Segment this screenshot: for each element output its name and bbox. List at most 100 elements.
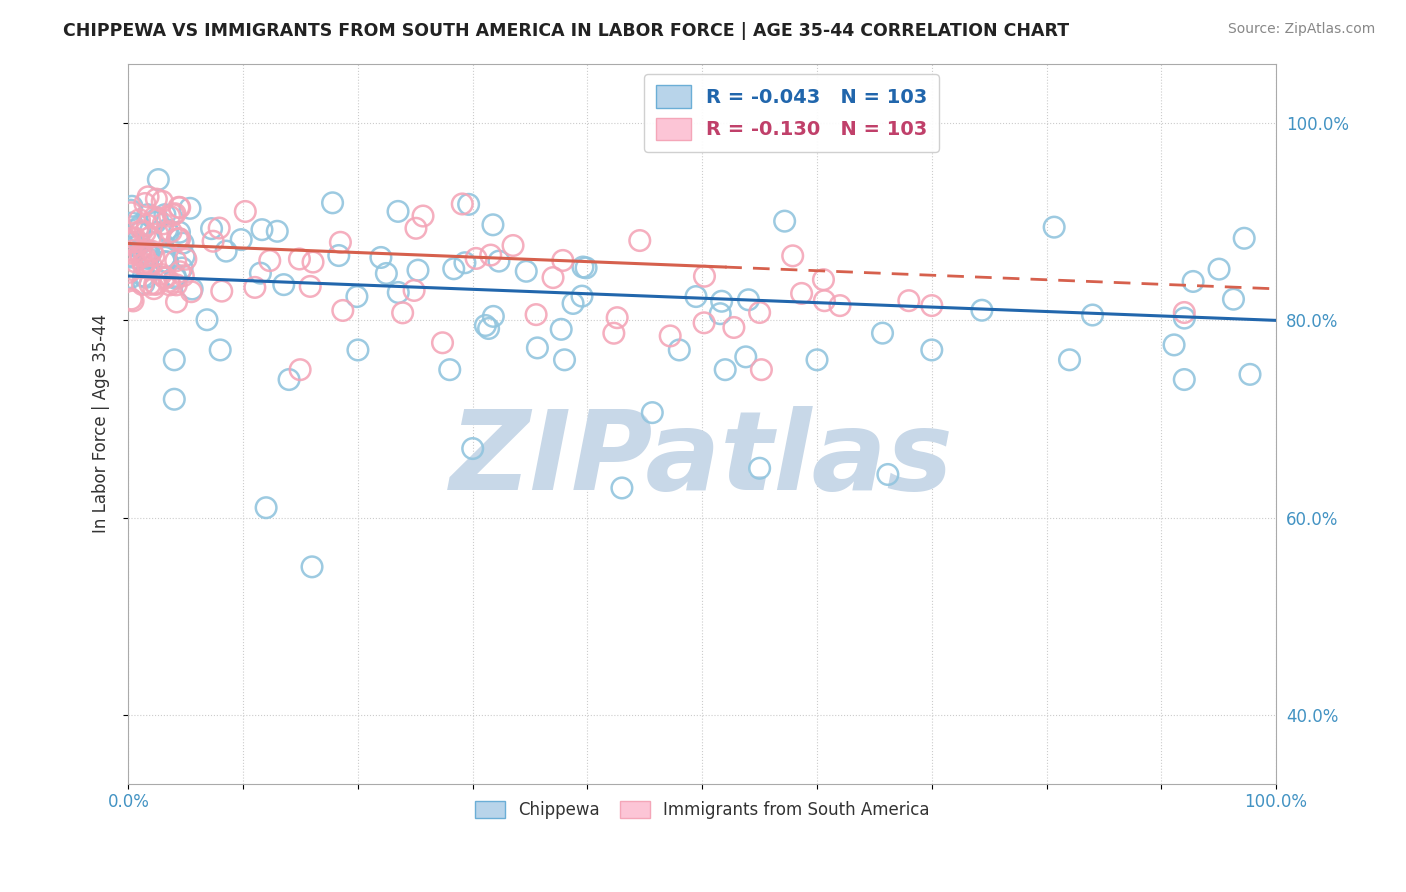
- Point: [332, 303, 354, 318]
- Point: [143, 249, 166, 263]
- Point: [970, 303, 993, 318]
- Point: [128, 226, 150, 240]
- Point: [454, 256, 477, 270]
- Point: [524, 308, 547, 322]
- Point: [278, 372, 301, 386]
- Point: [1182, 275, 1205, 289]
- Point: [406, 263, 429, 277]
- Point: [685, 289, 707, 303]
- Point: [134, 196, 156, 211]
- Point: [153, 250, 176, 264]
- Point: [153, 254, 176, 268]
- Point: [159, 209, 181, 223]
- Point: [146, 227, 169, 241]
- Point: [405, 221, 427, 235]
- Point: [152, 217, 174, 231]
- Point: [141, 244, 163, 259]
- Point: [1173, 311, 1195, 326]
- Point: [134, 249, 156, 263]
- Point: [370, 251, 392, 265]
- Point: [118, 234, 141, 248]
- Point: [897, 293, 920, 308]
- Point: [145, 192, 167, 206]
- Point: [136, 247, 159, 261]
- Point: [1173, 372, 1195, 386]
- Point: [478, 321, 501, 335]
- Point: [121, 262, 143, 277]
- Point: [1233, 231, 1256, 245]
- Point: [876, 467, 898, 482]
- Point: [806, 352, 828, 367]
- Point: [209, 343, 232, 357]
- Point: [482, 310, 505, 324]
- Point: [169, 265, 191, 279]
- Point: [166, 294, 188, 309]
- Point: [302, 255, 325, 269]
- Point: [254, 500, 277, 515]
- Point: [142, 282, 165, 296]
- Point: [432, 335, 454, 350]
- Point: [117, 265, 139, 279]
- Point: [128, 212, 150, 227]
- Point: [136, 218, 159, 232]
- Point: [129, 247, 152, 261]
- Point: [132, 258, 155, 272]
- Point: [129, 249, 152, 263]
- Point: [131, 242, 153, 256]
- Point: [562, 296, 585, 310]
- Point: [391, 306, 413, 320]
- Point: [169, 225, 191, 239]
- Point: [502, 238, 524, 252]
- Point: [1059, 352, 1081, 367]
- Point: [163, 352, 186, 367]
- Point: [128, 219, 150, 234]
- Point: [710, 294, 733, 309]
- Point: [120, 249, 142, 263]
- Point: [141, 259, 163, 273]
- Point: [167, 232, 190, 246]
- Point: [550, 322, 572, 336]
- Point: [120, 292, 142, 306]
- Point: [412, 209, 434, 223]
- Point: [157, 226, 180, 240]
- Point: [751, 362, 773, 376]
- Point: [132, 277, 155, 291]
- Point: [288, 362, 311, 376]
- Point: [250, 222, 273, 236]
- Point: [526, 341, 548, 355]
- Point: [159, 277, 181, 292]
- Point: [714, 362, 737, 376]
- Point: [122, 230, 145, 244]
- Point: [273, 277, 295, 292]
- Point: [299, 279, 322, 293]
- Point: [1081, 308, 1104, 322]
- Point: [145, 215, 167, 229]
- Point: [134, 225, 156, 239]
- Point: [482, 218, 505, 232]
- Point: [813, 293, 835, 308]
- Point: [135, 254, 157, 268]
- Point: [131, 277, 153, 292]
- Point: [1173, 305, 1195, 319]
- Point: [136, 252, 159, 266]
- Point: [122, 293, 145, 308]
- Point: [166, 232, 188, 246]
- Point: [124, 254, 146, 268]
- Point: [124, 231, 146, 245]
- Point: [737, 293, 759, 307]
- Point: [132, 269, 155, 284]
- Point: [163, 392, 186, 407]
- Point: [387, 285, 409, 300]
- Point: [387, 204, 409, 219]
- Point: [148, 172, 170, 186]
- Point: [734, 350, 756, 364]
- Point: [554, 352, 576, 367]
- Point: [172, 260, 194, 275]
- Point: [165, 253, 187, 268]
- Point: [288, 252, 311, 266]
- Point: [872, 326, 894, 340]
- Point: [172, 236, 194, 251]
- Point: [1222, 292, 1244, 306]
- Point: [606, 310, 628, 325]
- Point: [165, 271, 187, 285]
